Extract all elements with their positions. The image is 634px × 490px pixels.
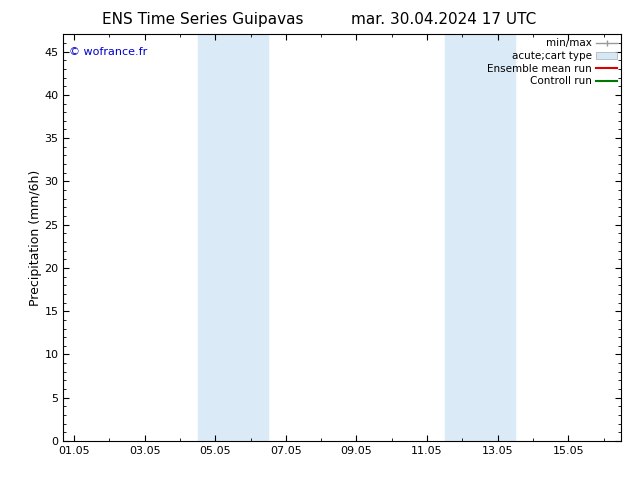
Y-axis label: Precipitation (mm/6h): Precipitation (mm/6h): [29, 170, 42, 306]
Legend: min/max, acute;cart type, Ensemble mean run, Controll run: min/max, acute;cart type, Ensemble mean …: [485, 36, 619, 88]
Text: © wofrance.fr: © wofrance.fr: [69, 47, 147, 56]
Text: ENS Time Series Guipavas: ENS Time Series Guipavas: [102, 12, 304, 27]
Bar: [198, 34, 268, 441]
Bar: [445, 34, 515, 441]
Text: mar. 30.04.2024 17 UTC: mar. 30.04.2024 17 UTC: [351, 12, 536, 27]
